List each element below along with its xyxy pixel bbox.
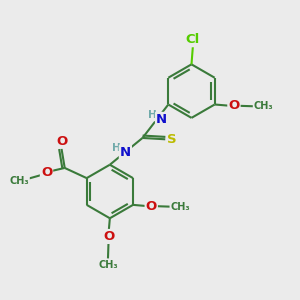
Text: N: N: [156, 113, 167, 126]
Text: H: H: [148, 110, 157, 120]
Text: CH₃: CH₃: [254, 101, 273, 111]
Text: S: S: [167, 133, 177, 146]
Text: O: O: [56, 135, 67, 148]
Text: O: O: [41, 166, 52, 179]
Text: O: O: [103, 230, 114, 243]
Text: O: O: [228, 99, 240, 112]
Text: CH₃: CH₃: [170, 202, 190, 212]
Text: H: H: [112, 143, 121, 153]
Text: CH₃: CH₃: [9, 176, 29, 186]
Text: CH₃: CH₃: [98, 260, 118, 270]
Text: N: N: [120, 146, 131, 159]
Text: O: O: [146, 200, 157, 213]
Text: Cl: Cl: [186, 33, 200, 46]
